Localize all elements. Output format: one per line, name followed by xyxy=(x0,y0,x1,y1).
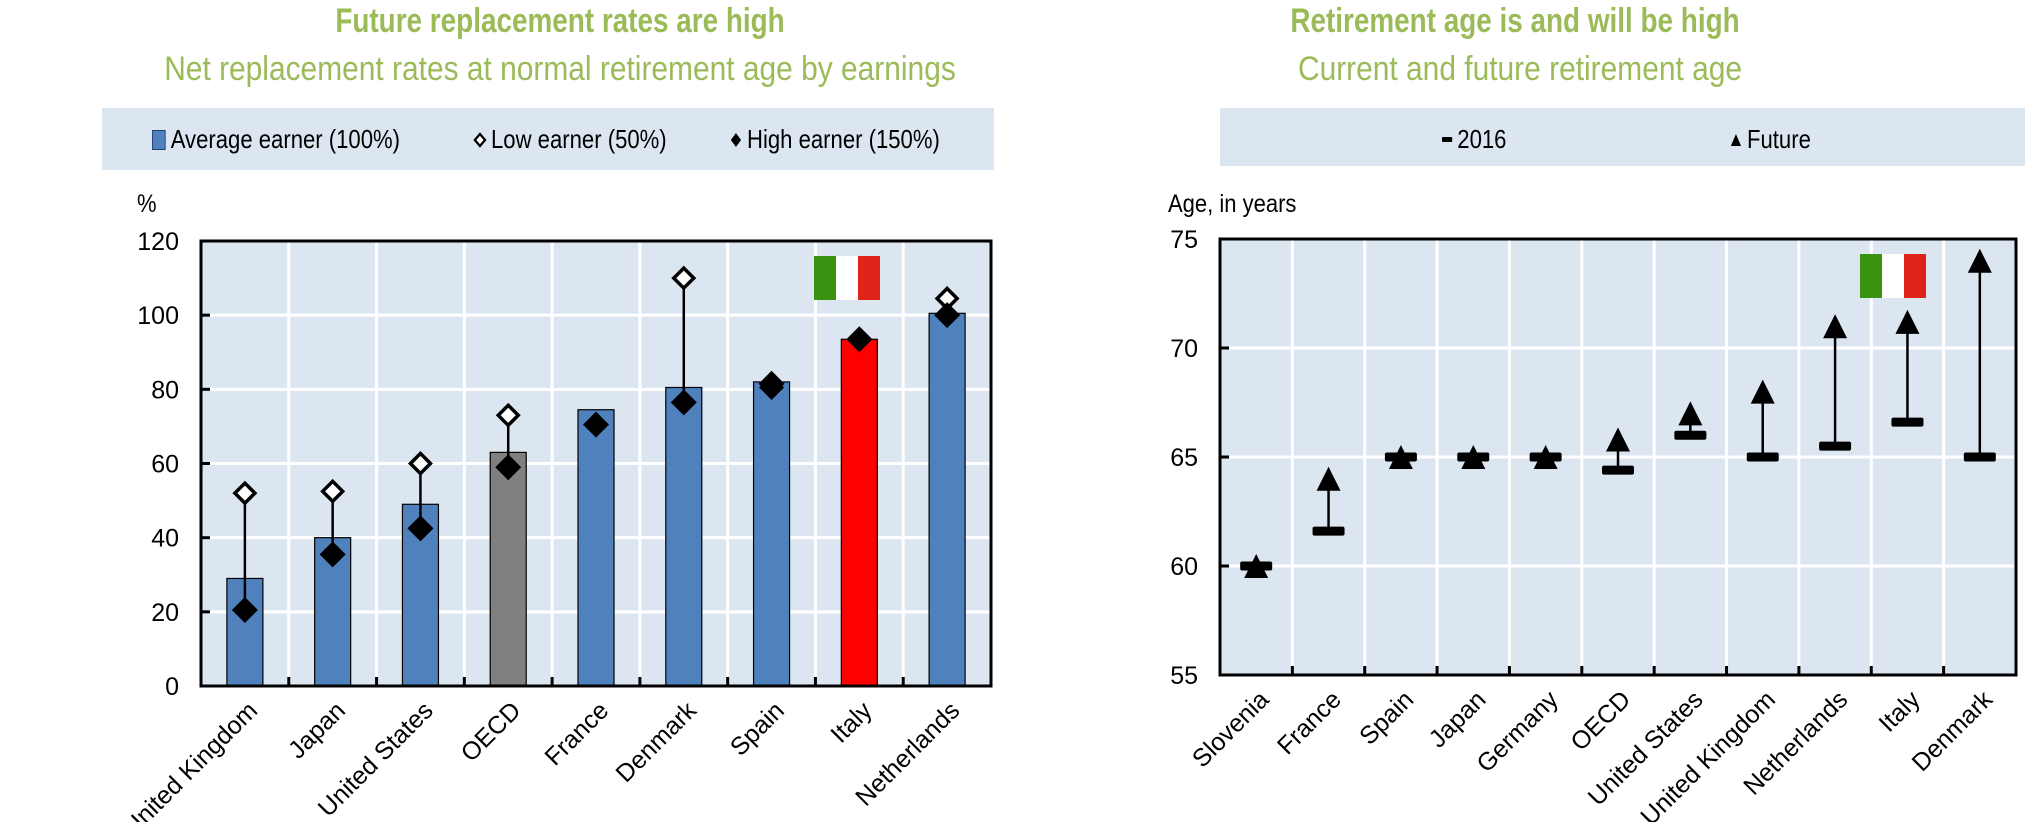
flag-stripe xyxy=(1882,254,1904,298)
right-chart-title: Retirement age is and will be high xyxy=(1290,2,1740,40)
right-chart-subtitle: Current and future retirement age xyxy=(1297,50,1743,88)
flag-stripe xyxy=(1860,254,1882,298)
flag-stripe xyxy=(836,256,858,300)
left-y-tick-label: 100 xyxy=(137,302,179,330)
marker-2016 xyxy=(1312,526,1345,536)
left-y-tick-label: 60 xyxy=(151,451,179,479)
right-x-tick-label: Italy xyxy=(1873,685,1926,738)
marker-future xyxy=(1606,427,1630,452)
dash-icon xyxy=(1442,137,1453,142)
left-chart-subtitle: Net replacement rates at normal retireme… xyxy=(164,50,956,88)
legend-label: Average earner (100%) xyxy=(170,124,401,154)
filled-diamond-icon xyxy=(730,132,742,147)
high-earner-marker xyxy=(934,302,961,329)
flag-stripe xyxy=(858,256,880,300)
right-x-tick-label: Slovenia xyxy=(1187,685,1275,773)
right-y-tick-label: 60 xyxy=(1170,553,1198,581)
marker-future xyxy=(1750,379,1775,404)
high-earner-marker xyxy=(495,454,522,481)
marker-2016 xyxy=(1963,452,1996,462)
legend-item-low: Low earner (50%) xyxy=(473,124,667,155)
marker-2016 xyxy=(1602,465,1634,475)
legend-label: 2016 xyxy=(1457,124,1507,154)
legend-item-average: Average earner (100%) xyxy=(152,124,400,155)
right-y-axis-label: Age, in years xyxy=(1168,190,1297,218)
low-earner-marker xyxy=(671,265,697,291)
marker-2016 xyxy=(1746,452,1779,462)
high-earner-marker xyxy=(846,326,873,353)
right-x-tick-label: France xyxy=(1272,685,1347,760)
low-earner-marker xyxy=(495,402,521,428)
right-x-tick-label: Japan xyxy=(1424,685,1492,753)
legend-label: Low earner (50%) xyxy=(491,124,667,154)
bar-swatch-icon xyxy=(152,129,166,150)
flag-stripe xyxy=(814,256,836,300)
left-y-axis-label: % xyxy=(137,190,157,218)
legend-item-future: Future xyxy=(1730,124,1811,155)
left-x-tick-label: OECD xyxy=(456,696,527,767)
left-y-tick-label: 20 xyxy=(151,599,179,627)
marker-future xyxy=(1316,466,1341,491)
right-x-tick-label: Germany xyxy=(1471,685,1564,778)
left-x-tick-label: Denmark xyxy=(611,696,703,788)
triangle-icon xyxy=(1730,133,1742,146)
marker-future xyxy=(1895,309,1920,334)
marker-future xyxy=(1533,445,1558,469)
bar-italy xyxy=(840,338,878,687)
marker-future xyxy=(1967,248,1992,273)
right-x-tick-label: OECD xyxy=(1565,685,1636,756)
left-x-tick-label: Spain xyxy=(725,696,790,761)
low-earner-marker xyxy=(232,480,258,506)
bar-france xyxy=(577,409,615,687)
left-x-tick-label: Japan xyxy=(283,696,351,764)
marker-future xyxy=(1678,401,1703,426)
left-chart-title: Future replacement rates are high xyxy=(335,2,785,40)
marker-future xyxy=(1244,554,1269,578)
left-y-tick-label: 40 xyxy=(151,525,179,553)
marker-future xyxy=(1388,445,1413,469)
bar-oecd xyxy=(489,451,527,687)
left-y-tick-label: 80 xyxy=(151,376,179,404)
legend-item-2016: 2016 xyxy=(1442,124,1506,155)
left-y-tick-label: 120 xyxy=(137,228,179,256)
right-y-tick-label: 75 xyxy=(1170,226,1198,254)
bar-netherlands xyxy=(928,312,966,687)
left-x-tick-label: United Kingdom xyxy=(118,696,264,822)
high-earner-marker xyxy=(231,596,258,623)
high-earner-marker xyxy=(670,389,697,416)
hollow-diamond-icon xyxy=(473,131,487,148)
right-y-tick-label: 70 xyxy=(1170,335,1198,363)
flag-stripe xyxy=(1904,254,1926,298)
left-x-tick-label: France xyxy=(539,696,614,771)
high-earner-marker xyxy=(407,515,434,542)
legend-label: High earner (150%) xyxy=(747,124,940,154)
marker-2016 xyxy=(1819,441,1852,451)
marker-future xyxy=(1823,314,1848,339)
low-earner-marker xyxy=(320,478,346,504)
left-italy-flag-icon xyxy=(814,256,880,300)
legend-item-high: High earner (150%) xyxy=(730,124,940,155)
high-earner-marker xyxy=(583,411,609,438)
high-earner-marker xyxy=(319,541,346,568)
right-x-tick-label: Spain xyxy=(1354,685,1419,750)
marker-2016 xyxy=(1891,417,1924,427)
left-legend: Average earner (100%) Low earner (50%) H… xyxy=(102,108,994,170)
marker-future xyxy=(1461,445,1486,469)
left-y-tick-label: 0 xyxy=(165,673,179,701)
legend-label: Future xyxy=(1747,124,1811,154)
bar-spain xyxy=(752,381,791,687)
low-earner-marker xyxy=(407,451,433,476)
high-earner-marker xyxy=(758,370,785,397)
right-y-tick-label: 65 xyxy=(1170,444,1198,472)
right-x-tick-label: Denmark xyxy=(1907,685,1999,777)
right-italy-flag-icon xyxy=(1860,254,1926,298)
marker-2016 xyxy=(1674,430,1707,440)
left-x-tick-label: Italy xyxy=(825,696,878,749)
right-legend: 2016 Future xyxy=(1220,108,2025,166)
right-y-tick-label: 55 xyxy=(1170,662,1198,690)
bar-denmark xyxy=(665,386,703,687)
